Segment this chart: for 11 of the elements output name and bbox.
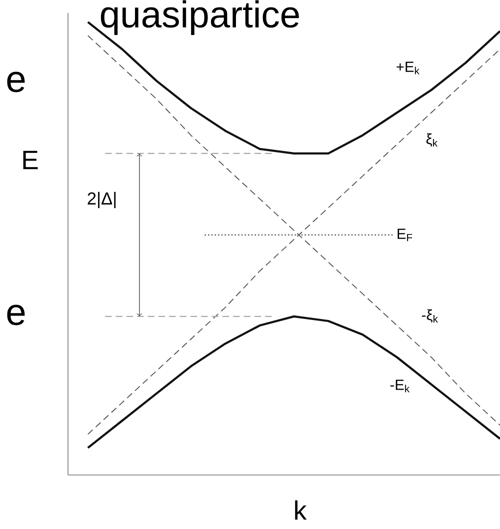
- chart-title: quasipartice: [100, 0, 299, 36]
- y-axis-title: E: [23, 150, 38, 170]
- annotation: 2|Δ|: [88, 192, 116, 208]
- ref-line-label: E$_{F}$: [398, 228, 412, 242]
- series-label: +E$_{k}$: [396, 62, 420, 74]
- series-label: ξ$_{k}$: [426, 133, 438, 147]
- x-axis-title: k: [295, 500, 307, 520]
- series-label: -ξ$_{k}$: [422, 309, 438, 323]
- text: e: [7, 72, 25, 92]
- series-label: -E$_{k}$: [390, 380, 410, 392]
- text: e: [7, 304, 25, 326]
